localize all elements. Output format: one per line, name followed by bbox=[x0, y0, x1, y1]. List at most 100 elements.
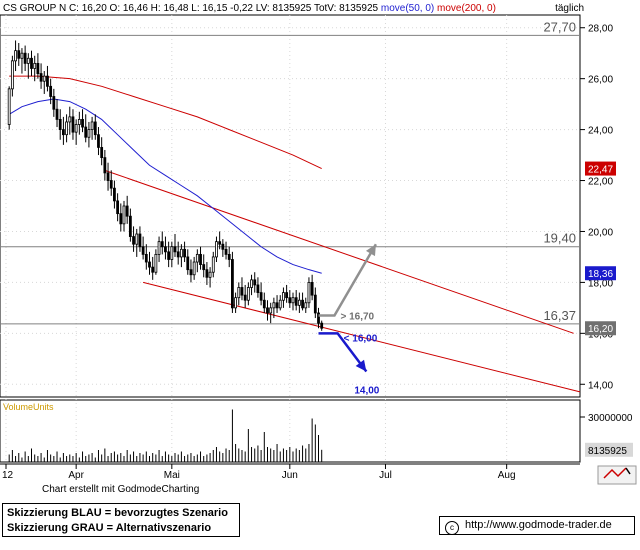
price-value-label-bg bbox=[585, 321, 616, 336]
candle-body bbox=[221, 243, 225, 250]
candle-body bbox=[144, 253, 148, 263]
header-quote: CS GROUP N C: 16,20 O: 16,46 H: 16,48 L:… bbox=[3, 3, 496, 14]
x-tick-label: Jun bbox=[282, 470, 298, 481]
candle-body bbox=[297, 299, 301, 306]
candles-layer bbox=[7, 40, 324, 331]
candle-body bbox=[154, 253, 158, 273]
candle-body bbox=[288, 297, 292, 304]
candle-body bbox=[109, 180, 113, 189]
candle-body bbox=[250, 279, 253, 288]
candle-body bbox=[17, 50, 21, 59]
blue-scenario-target-label: 14,00 bbox=[354, 386, 379, 397]
volume-tick-label: 30000000 bbox=[588, 413, 633, 424]
source-link[interactable]: c http://www.godmode-trader.de bbox=[439, 516, 635, 535]
candle-body bbox=[253, 279, 257, 286]
x-tick-label: 12 bbox=[2, 470, 14, 481]
candle-body bbox=[211, 256, 215, 273]
candle-body bbox=[55, 108, 59, 120]
candle-body bbox=[10, 60, 14, 90]
trend-channel-layer bbox=[104, 169, 581, 393]
copyright-icon: c bbox=[445, 521, 459, 535]
candle-body bbox=[243, 294, 247, 301]
candle-body bbox=[65, 121, 68, 136]
y-tick-label: 14,00 bbox=[588, 380, 613, 391]
blue-scenario-arrowhead bbox=[355, 359, 367, 372]
candle-body bbox=[282, 292, 285, 301]
candle-body bbox=[138, 233, 142, 248]
candle-body bbox=[151, 266, 155, 273]
candle-body bbox=[304, 302, 308, 309]
candle-body bbox=[23, 52, 27, 64]
candle-body bbox=[234, 297, 238, 309]
y-tick-label: 20,00 bbox=[588, 227, 613, 238]
candle-body bbox=[240, 287, 244, 296]
candle-body bbox=[93, 121, 97, 136]
candle-body bbox=[157, 241, 161, 255]
ma50-value-label-bg bbox=[585, 266, 616, 281]
candle-body bbox=[313, 294, 317, 314]
candle-body bbox=[14, 50, 17, 62]
candle-body bbox=[77, 119, 81, 125]
ma50-value-label: 18,36 bbox=[588, 269, 613, 280]
channel-line bbox=[104, 169, 574, 334]
ma200-value-label: 22,47 bbox=[588, 165, 613, 176]
candle-body bbox=[183, 248, 186, 258]
candle-body bbox=[195, 253, 199, 263]
candle-body bbox=[90, 121, 94, 130]
x-tick-label: Jul bbox=[379, 470, 392, 481]
candle-body bbox=[58, 119, 62, 130]
candle-body bbox=[310, 281, 314, 296]
candle-body bbox=[30, 57, 33, 69]
ma50-line bbox=[8, 98, 322, 274]
candle-body bbox=[218, 241, 222, 245]
candle-body bbox=[246, 287, 250, 301]
candle-body bbox=[135, 233, 139, 245]
settings-icon[interactable] bbox=[597, 465, 637, 485]
candle-body bbox=[148, 261, 151, 268]
candle-body bbox=[294, 297, 298, 306]
candle-body bbox=[291, 297, 295, 304]
candle-body bbox=[186, 256, 190, 271]
candle-body bbox=[49, 85, 53, 97]
time-axis-layer: 12 Apr Mai Jun Jul Aug bbox=[2, 464, 516, 481]
channel-line bbox=[143, 281, 581, 393]
candle-body bbox=[231, 259, 234, 309]
candle-body bbox=[272, 302, 276, 309]
source-url[interactable]: http://www.godmode-trader.de bbox=[465, 519, 612, 531]
candle-body bbox=[317, 312, 320, 324]
candle-body bbox=[39, 73, 43, 82]
volume-label: VolumeUnits bbox=[3, 402, 54, 412]
candle-body bbox=[320, 322, 324, 329]
candle-body bbox=[33, 62, 37, 69]
ma200-line bbox=[9, 75, 322, 170]
candle-body bbox=[237, 287, 241, 299]
volume-layer: 30000000 8135925 bbox=[8, 409, 633, 462]
candle-body bbox=[215, 241, 218, 258]
period-label: täglich bbox=[555, 3, 584, 14]
candle-body bbox=[205, 269, 209, 278]
candle-body bbox=[208, 271, 212, 278]
candle-body bbox=[278, 299, 282, 309]
candle-body bbox=[125, 205, 129, 217]
credit-text: Chart erstellt mit GodmodeCharting bbox=[42, 484, 200, 495]
candle-body bbox=[116, 200, 120, 215]
candle-body bbox=[160, 241, 164, 248]
candle-body bbox=[256, 284, 260, 293]
x-tick-label: Apr bbox=[68, 470, 84, 481]
candle-body bbox=[141, 246, 145, 255]
candle-body bbox=[103, 157, 107, 174]
candle-body bbox=[164, 246, 167, 253]
candle-body bbox=[189, 269, 193, 276]
horizontal-line-label: 19,40 bbox=[543, 231, 576, 246]
candle-body bbox=[128, 215, 132, 237]
candle-body bbox=[71, 116, 75, 133]
candle-body bbox=[176, 251, 180, 258]
candle-body bbox=[100, 147, 104, 159]
candle-body bbox=[224, 248, 228, 255]
candle-body bbox=[20, 52, 24, 59]
horizontal-line-label: 16,37 bbox=[543, 308, 576, 323]
candle-body bbox=[192, 261, 196, 276]
grey-scenario-arrowhead bbox=[365, 244, 376, 257]
candle-body bbox=[52, 96, 56, 110]
